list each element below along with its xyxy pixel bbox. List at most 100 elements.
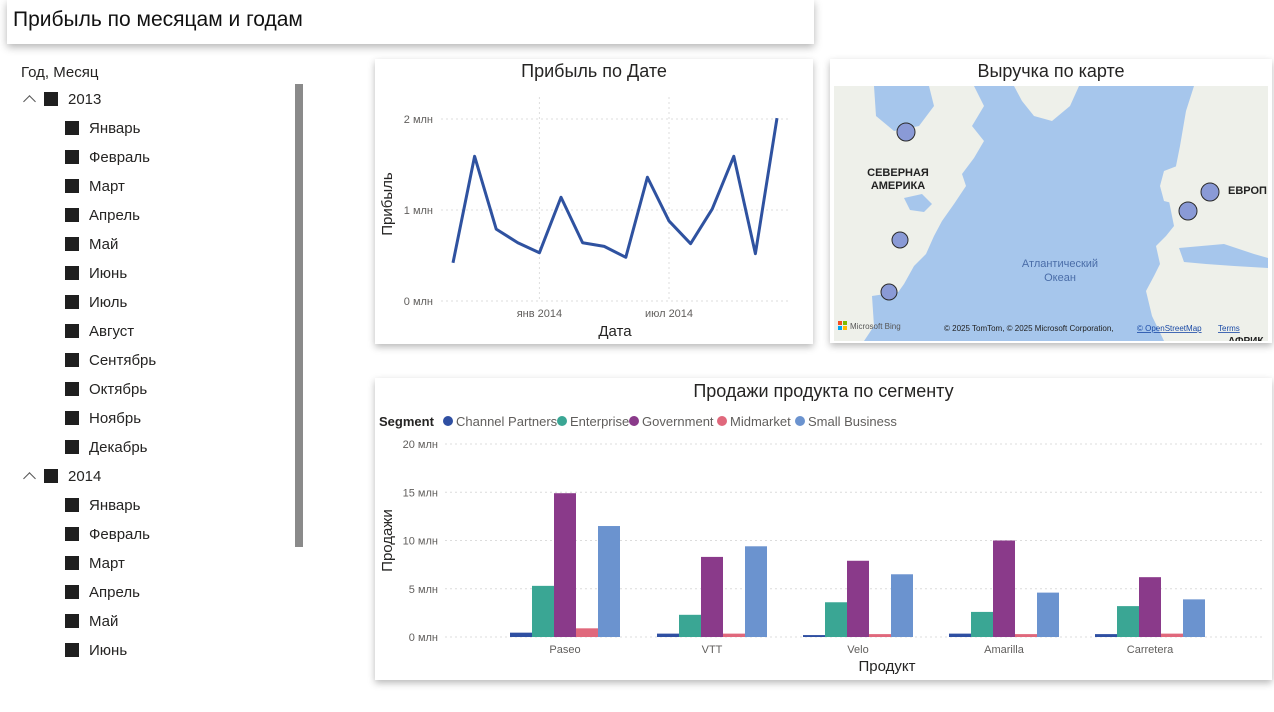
slicer-month-item[interactable]: Февраль xyxy=(65,523,150,545)
label-north-america-1: СЕВЕРНАЯ xyxy=(867,167,929,179)
bar-channel-partners xyxy=(510,632,532,637)
slicer-month-label: Июнь xyxy=(89,641,128,659)
checkbox[interactable] xyxy=(65,498,79,512)
y-tick-label: 0 млн xyxy=(404,296,433,308)
legend-item: Small Business xyxy=(808,414,897,429)
y-tick-label: 0 млн xyxy=(409,632,438,644)
north-america-land xyxy=(834,86,984,341)
checkbox[interactable] xyxy=(65,179,79,193)
checkbox[interactable] xyxy=(65,266,79,280)
label-africa: АФРИК xyxy=(1228,336,1264,341)
report-title-card: Прибыль по месяцам и годам xyxy=(7,0,814,44)
y-tick-label: 10 млн xyxy=(403,536,438,548)
slicer-month-item[interactable]: Январь xyxy=(65,494,140,516)
checkbox[interactable] xyxy=(65,121,79,135)
bar-government xyxy=(701,556,723,637)
slicer-month-item[interactable]: Март xyxy=(65,175,125,197)
checkbox[interactable] xyxy=(65,440,79,454)
line-chart[interactable]: 0 млн 1 млн 2 млн янв 2014 июл 2014 Дата Прибы… xyxy=(375,59,813,344)
slicer-month-item[interactable]: Март xyxy=(65,552,125,574)
bar-enterprise xyxy=(825,602,847,637)
legend-marker xyxy=(557,416,567,426)
checkbox[interactable] xyxy=(65,382,79,396)
checkbox[interactable] xyxy=(65,208,79,222)
profit-by-date-card[interactable]: Прибыль по Дате 0 млн 1 млн 2 млн янв 2014 и… xyxy=(375,59,813,344)
checkbox[interactable] xyxy=(65,353,79,367)
legend-item: Enterprise xyxy=(570,414,629,429)
checkbox[interactable] xyxy=(65,411,79,425)
slicer-header: Год, Месяц xyxy=(21,64,99,81)
checkbox[interactable] xyxy=(65,585,79,599)
slicer-month-item[interactable]: Август xyxy=(65,320,134,342)
checkbox[interactable] xyxy=(44,469,58,483)
checkbox[interactable] xyxy=(65,556,79,570)
map-attribution: © 2025 TomTom, © 2025 Microsoft Corporat… xyxy=(944,324,1114,333)
checkbox[interactable] xyxy=(44,92,58,106)
slicer-month-label: Декабрь xyxy=(89,438,148,456)
slicer-month-item[interactable]: Май xyxy=(65,233,118,255)
bar-small-business xyxy=(1183,599,1205,637)
slicer-month-item[interactable]: Декабрь xyxy=(65,436,147,458)
checkbox[interactable] xyxy=(65,527,79,541)
slicer-month-item[interactable]: Ноябрь xyxy=(65,407,141,429)
label-europe: ЕВРОП xyxy=(1228,185,1267,197)
checkbox[interactable] xyxy=(65,643,79,657)
bar-midmarket xyxy=(869,634,891,637)
x-tick-label: июл 2014 xyxy=(645,308,693,320)
map-canvas[interactable]: СЕВЕРНАЯ АМЕРИКА ЕВРОП Атлантический Оке… xyxy=(834,86,1268,341)
great-lakes xyxy=(904,194,932,212)
slicer-month-label: Январь xyxy=(89,119,141,137)
collapse-chevron-icon[interactable] xyxy=(20,90,38,108)
slicer-month-item[interactable]: Июнь xyxy=(65,639,127,661)
bar-channel-partners xyxy=(1095,634,1117,637)
bar-small-business xyxy=(1037,592,1059,637)
revenue-map-card[interactable]: Выручка по карте СЕВЕРНАЯ АМЕРИКА ЕВРОП … xyxy=(830,59,1272,343)
checkbox[interactable] xyxy=(65,237,79,251)
checkbox[interactable] xyxy=(65,324,79,338)
hudson-bay xyxy=(874,86,934,131)
sales-by-segment-card[interactable]: Продажи продукта по сегменту Segment Chan… xyxy=(375,378,1272,680)
checkbox[interactable] xyxy=(65,295,79,309)
slicer-year-2014[interactable]: 2014 xyxy=(20,465,101,487)
slicer-month-item[interactable]: Февраль xyxy=(65,146,150,168)
bar-channel-partners xyxy=(657,633,679,637)
slicer-month-label: Январь xyxy=(89,496,141,514)
bar-enterprise xyxy=(532,585,554,637)
checkbox[interactable] xyxy=(65,614,79,628)
slicer-month-item[interactable]: Январь xyxy=(65,117,140,139)
bar-midmarket xyxy=(576,628,598,637)
slicer-month-item[interactable]: Сентябрь xyxy=(65,349,156,371)
bar-midmarket xyxy=(1015,634,1037,637)
page-title: Прибыль по месяцам и годам xyxy=(13,8,303,31)
year-month-slicer[interactable]: Год, Месяц 2013 Январь Февраль Март Апрель Ма… xyxy=(10,54,308,676)
slicer-month-item[interactable]: Май xyxy=(65,610,118,632)
bar-chart-title: Продажи продукта по сегменту xyxy=(693,381,954,401)
map-bubble-usa xyxy=(891,231,909,249)
legend-marker xyxy=(443,416,453,426)
legend-item: Channel Partners xyxy=(456,414,558,429)
y-axis-title: Продажи xyxy=(379,509,396,572)
x-tick-label: янв 2014 xyxy=(517,308,562,320)
map-svg: СЕВЕРНАЯ АМЕРИКА ЕВРОП Атлантический Оке… xyxy=(834,86,1268,341)
slicer-month-item[interactable]: Июнь xyxy=(65,262,127,284)
slicer-month-item[interactable]: Октябрь xyxy=(65,378,147,400)
slicer-month-label: Февраль xyxy=(89,525,150,543)
slicer-month-label: Апрель xyxy=(89,583,140,601)
y-tick-label: 1 млн xyxy=(404,205,433,217)
bing-logo-text: Microsoft Bing xyxy=(850,322,901,331)
greenland-land xyxy=(1014,86,1079,121)
checkbox[interactable] xyxy=(65,150,79,164)
slicer-month-item[interactable]: Апрель xyxy=(65,581,140,603)
slicer-month-item[interactable]: Июль xyxy=(65,291,127,313)
bar-chart[interactable]: Segment Channel Partners Enterprise Governm… xyxy=(375,378,1272,680)
slicer-year-2013[interactable]: 2013 xyxy=(20,88,101,110)
x-tick-label: VTT xyxy=(702,644,723,656)
slicer-month-label: Май xyxy=(89,235,119,253)
slicer-month-item[interactable]: Апрель xyxy=(65,204,140,226)
collapse-chevron-icon[interactable] xyxy=(20,467,38,485)
bar-government xyxy=(1139,577,1161,637)
y-tick-label: 20 млн xyxy=(403,439,438,451)
mediterranean xyxy=(1179,244,1268,268)
slicer-month-label: Август xyxy=(89,322,135,340)
slicer-scrollbar[interactable] xyxy=(295,84,303,547)
